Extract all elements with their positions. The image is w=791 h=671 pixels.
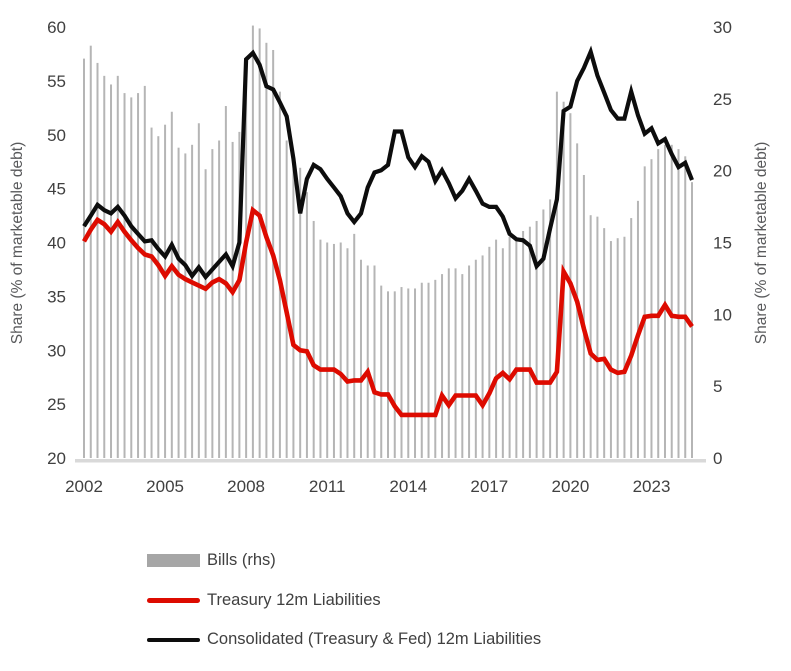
svg-text:45: 45 <box>47 180 66 199</box>
svg-text:30: 30 <box>713 18 732 37</box>
svg-text:50: 50 <box>47 126 66 145</box>
svg-text:20: 20 <box>47 449 66 468</box>
legend-label-bills: Bills (rhs) <box>207 551 276 570</box>
svg-text:25: 25 <box>713 90 732 109</box>
svg-text:60: 60 <box>47 18 66 37</box>
consolidated-line <box>82 45 694 281</box>
svg-text:2014: 2014 <box>389 477 427 496</box>
legend-label-consolidated: Consolidated (Treasury & Fed) 12m Liabil… <box>207 630 542 649</box>
svg-text:2017: 2017 <box>470 477 508 496</box>
svg-text:2020: 2020 <box>551 477 589 496</box>
svg-text:35: 35 <box>47 287 66 306</box>
svg-text:0: 0 <box>713 449 722 468</box>
svg-text:10: 10 <box>713 305 732 324</box>
legend-label-treasury: Treasury 12m Liabilities <box>207 590 381 609</box>
legend-item-consolidated: Consolidated (Treasury & Fed) 12m Liabil… <box>147 620 541 660</box>
axis-tick-labels: 20 25 30 35 40 45 50 55 60 0 5 10 15 20 25 30 2002 2005 20… <box>47 18 732 496</box>
consolidated-line-swatch-icon <box>147 637 203 642</box>
bills-liabilities-chart: 20 25 30 35 40 45 50 55 60 0 5 10 15 20 25 30 2002 2005 20… <box>9 18 770 496</box>
svg-text:2011: 2011 <box>309 477 346 496</box>
svg-text:55: 55 <box>47 72 66 91</box>
svg-text:40: 40 <box>47 234 66 253</box>
svg-text:30: 30 <box>47 341 66 360</box>
treasury-line-swatch-icon <box>147 597 203 603</box>
svg-text:2008: 2008 <box>227 477 265 496</box>
treasury-line <box>82 206 694 418</box>
svg-text:2023: 2023 <box>633 477 671 496</box>
legend-item-bills: Bills (rhs) <box>147 541 541 581</box>
left-axis-title: Share (% of marketable debt) <box>9 142 26 344</box>
chart-legend: Bills (rhs) Treasury 12m Liabilities Con… <box>147 541 541 660</box>
svg-text:5: 5 <box>713 377 722 396</box>
x-axis-line <box>75 459 706 463</box>
line-series-group <box>82 45 694 418</box>
right-axis-title: Share (% of marketable debt) <box>753 142 770 344</box>
svg-text:15: 15 <box>713 234 732 253</box>
legend-item-treasury: Treasury 12m Liabilities <box>147 581 541 621</box>
svg-text:20: 20 <box>713 162 732 181</box>
svg-text:25: 25 <box>47 395 66 414</box>
svg-text:2002: 2002 <box>65 477 103 496</box>
svg-text:2005: 2005 <box>146 477 184 496</box>
bills-bar-swatch-icon <box>147 554 203 568</box>
